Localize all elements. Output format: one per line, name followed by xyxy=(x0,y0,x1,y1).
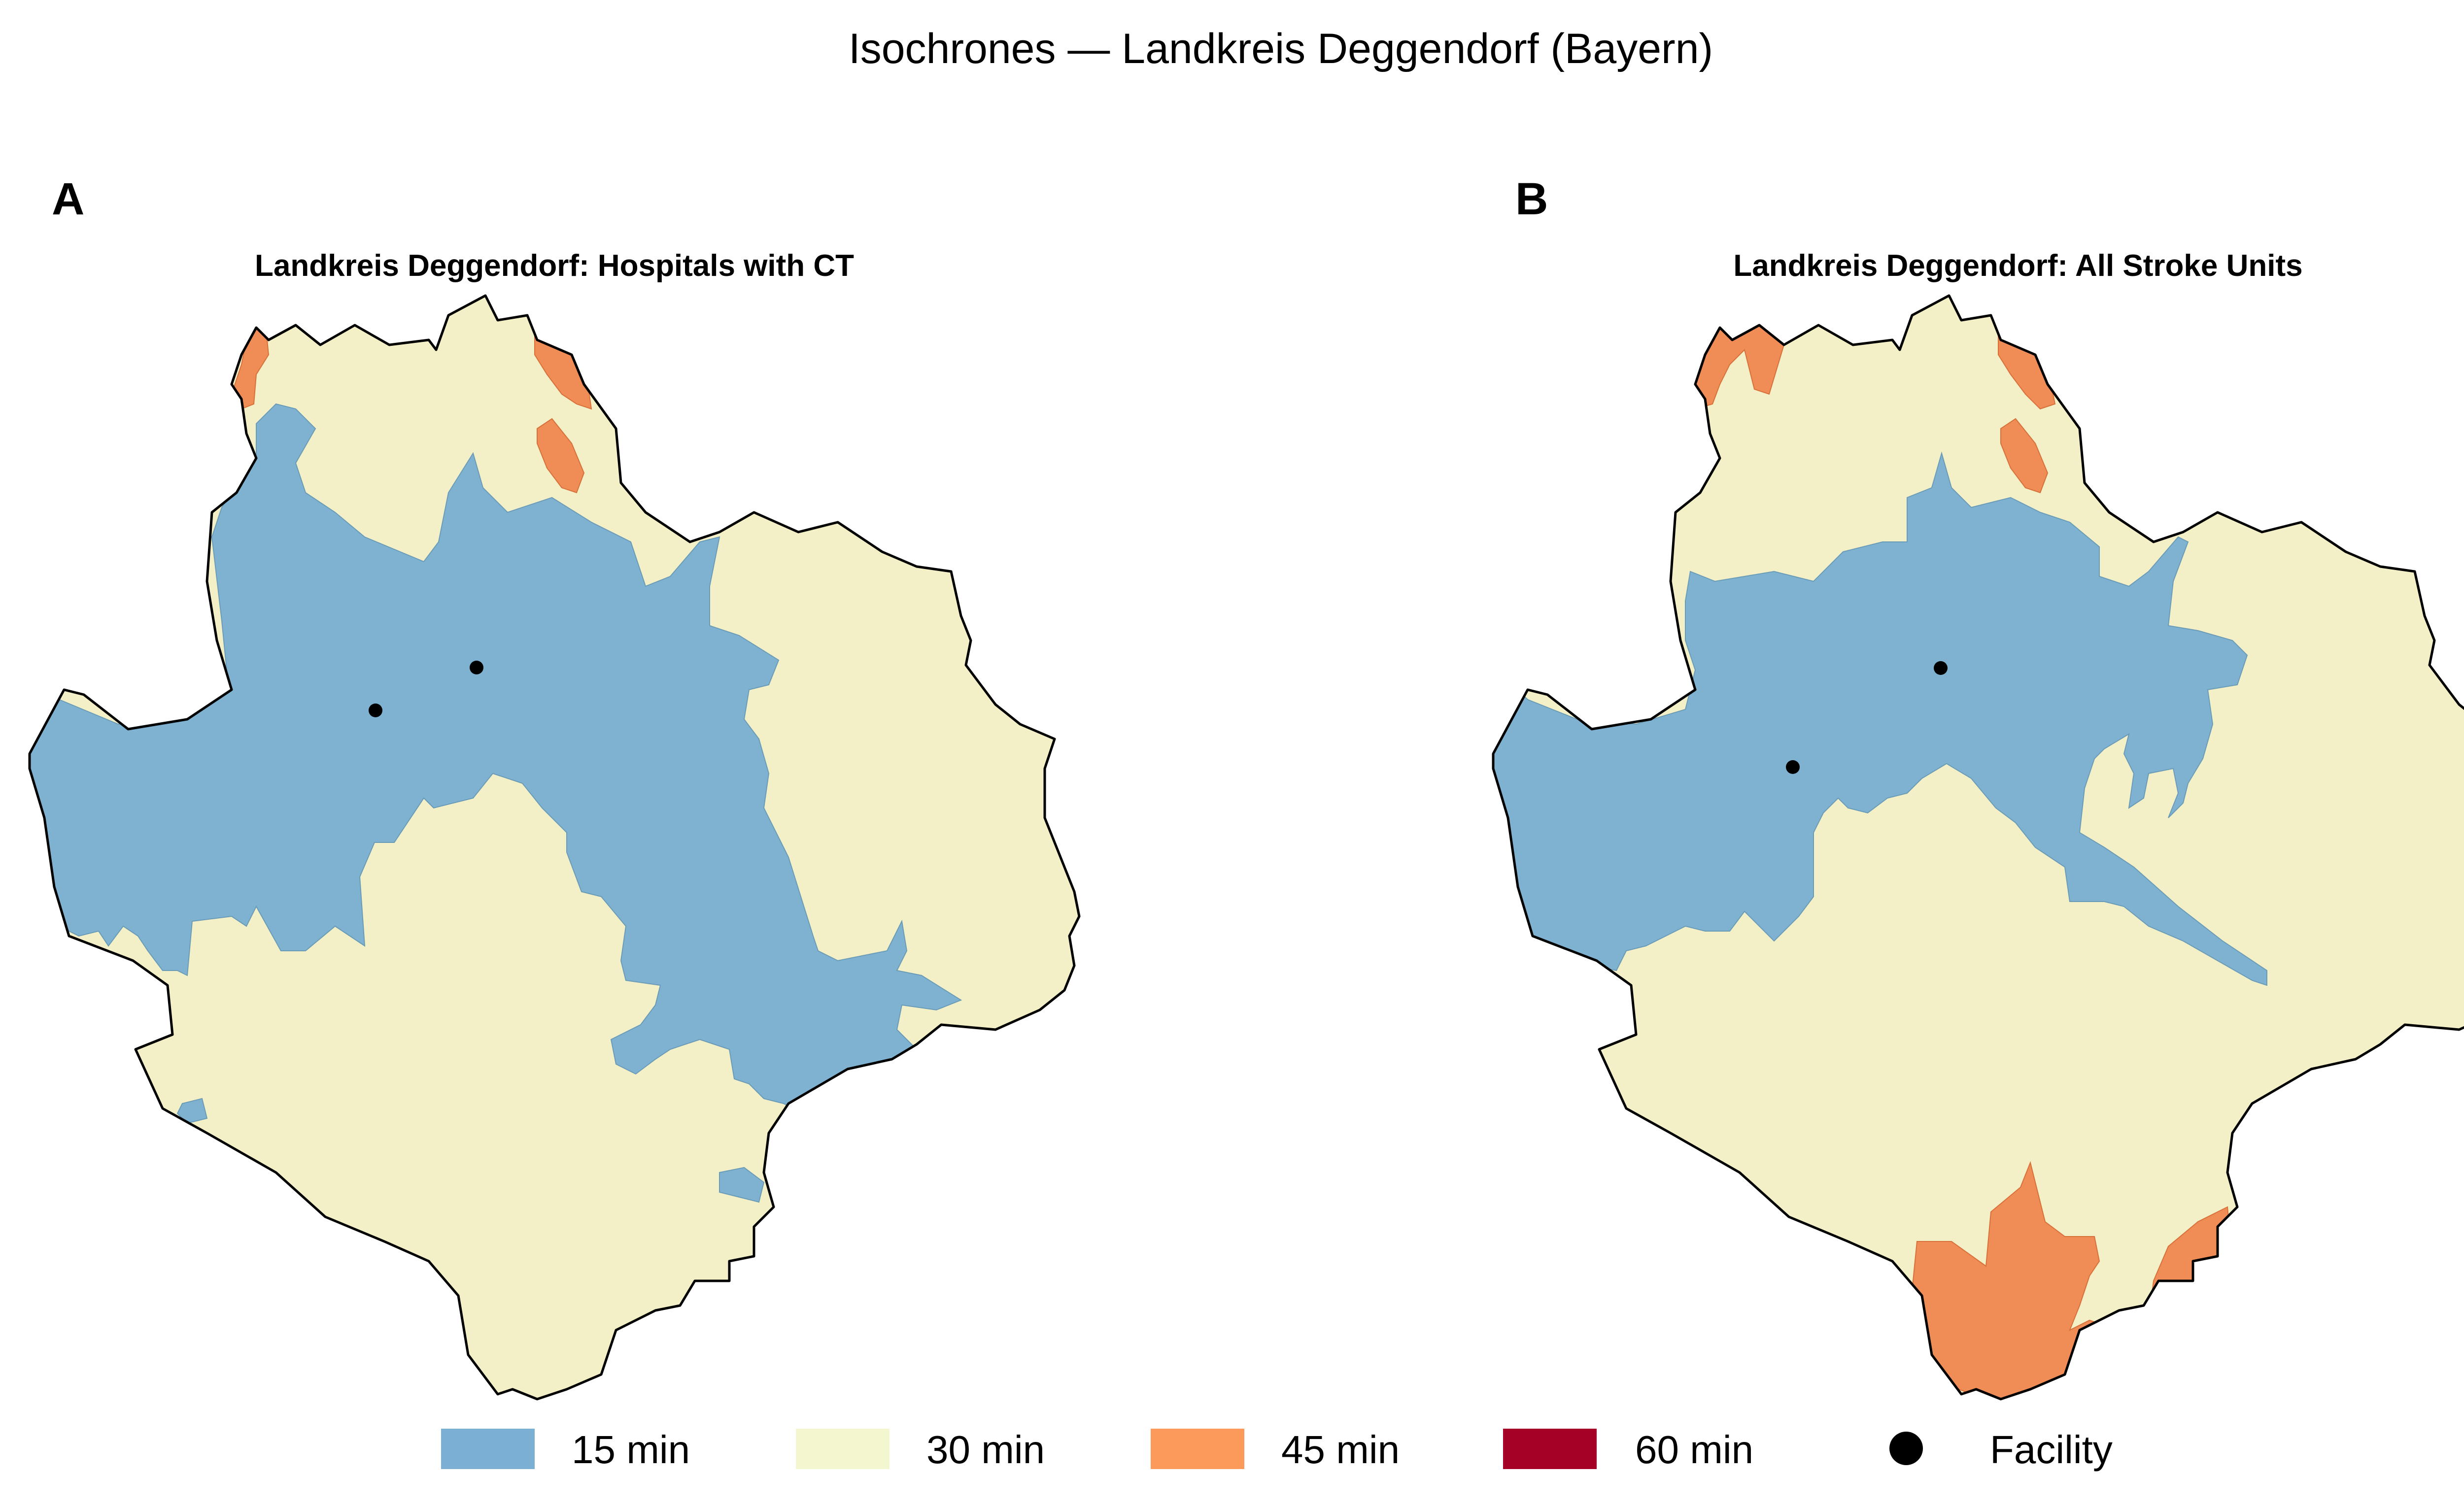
panel-a-title: Landkreis Deggendorf: Hospitals with CT xyxy=(255,249,854,283)
legend: 15 min 30 min 45 min 60 min Facility xyxy=(441,1428,2113,1472)
legend-label-60: 60 min xyxy=(1635,1428,1753,1472)
legend-label-facility: Facility xyxy=(1990,1428,2113,1472)
panel-a: A Landkreis Deggendorf: Hospitals with C… xyxy=(0,174,1079,1399)
figure-title: Isochrones — Landkreis Deggendorf (Bayer… xyxy=(849,25,1713,72)
legend-swatch-60 xyxy=(1503,1429,1597,1469)
legend-label-30: 30 min xyxy=(926,1428,1045,1472)
panel-a-zone-15-patch-west xyxy=(176,1098,208,1124)
legend-label-45: 45 min xyxy=(1281,1428,1400,1472)
panel-b-facility-marker xyxy=(1934,661,1948,675)
panel-a-zone-45-north-2 xyxy=(537,418,585,494)
panel-b-facility-marker xyxy=(1786,760,1800,774)
panel-a-zone-15 xyxy=(30,403,962,1114)
panel-a-label: A xyxy=(52,174,84,224)
panel-a-facility-marker xyxy=(470,661,483,674)
legend-swatch-15 xyxy=(441,1429,535,1469)
panel-a-map xyxy=(0,296,1079,1399)
panel-b-title: Landkreis Deggendorf: All Stroke Units xyxy=(1733,249,2302,283)
panel-b-zone-45-north-2 xyxy=(2000,418,2049,494)
panel-b-label: B xyxy=(1515,174,1548,224)
legend-label-15: 15 min xyxy=(572,1428,690,1472)
panel-b: B Landkreis Deggendorf: All Stroke Units xyxy=(1464,174,2464,1424)
legend-swatch-45 xyxy=(1151,1429,1244,1469)
panel-b-map xyxy=(1464,296,2464,1424)
panel-a-facility-marker xyxy=(369,703,382,717)
legend-swatch-30 xyxy=(796,1429,890,1469)
panel-b-zone-15 xyxy=(1493,451,2267,986)
panel-a-zone-15-patch-east xyxy=(719,1167,765,1203)
legend-facility-marker xyxy=(1889,1432,1923,1465)
